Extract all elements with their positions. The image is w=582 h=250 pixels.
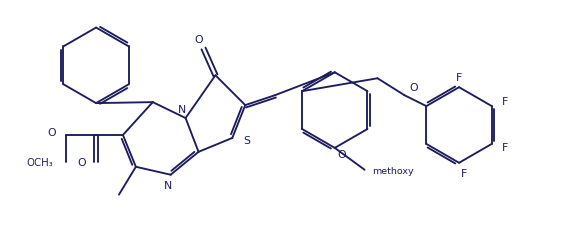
Text: O: O [48,128,56,138]
Text: O: O [194,35,203,45]
Text: F: F [461,168,467,178]
Text: N: N [178,105,186,115]
Text: F: F [456,73,462,83]
Text: N: N [164,180,172,190]
Text: O: O [409,83,418,93]
Text: methoxy: methoxy [372,166,414,175]
Text: S: S [243,135,250,145]
Text: F: F [502,97,508,107]
Text: OCH₃: OCH₃ [27,157,54,167]
Text: O: O [77,157,86,167]
Text: F: F [502,142,508,152]
Text: O: O [338,149,346,159]
